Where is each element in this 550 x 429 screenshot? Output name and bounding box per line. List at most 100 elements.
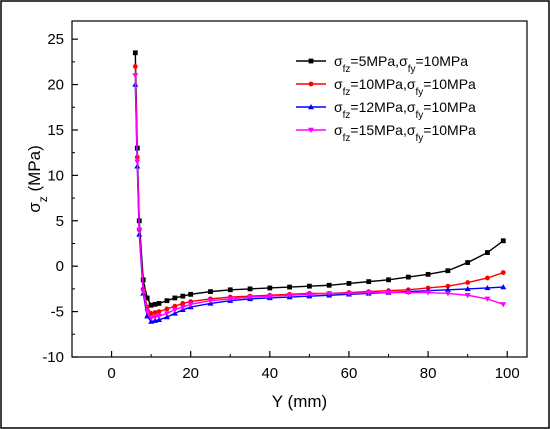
data-point bbox=[465, 260, 471, 265]
legend-item: σfz=15MPa,σfy=10MPa bbox=[296, 122, 476, 144]
data-point bbox=[132, 64, 138, 69]
data-point bbox=[445, 283, 451, 289]
data-point bbox=[152, 301, 158, 307]
data-point bbox=[464, 293, 471, 299]
axes: 0 20 40 60 80 100 -10 -5 0 5 10 15 20 25 bbox=[42, 31, 519, 382]
data-point bbox=[144, 309, 151, 315]
data-point bbox=[465, 280, 471, 285]
y-tick-label: -5 bbox=[51, 304, 64, 321]
data-point bbox=[163, 314, 170, 320]
data-point bbox=[365, 290, 372, 296]
data-point bbox=[500, 284, 507, 290]
data-point bbox=[180, 301, 186, 306]
data-point bbox=[286, 293, 293, 299]
data-point bbox=[144, 313, 151, 319]
data-point bbox=[326, 291, 333, 297]
y-axis-label: σz (MPa) bbox=[25, 145, 50, 213]
x-tick-label: 40 bbox=[261, 365, 278, 382]
y-tick-label: 5 bbox=[56, 213, 64, 230]
data-point bbox=[164, 298, 170, 304]
data-point bbox=[366, 279, 372, 285]
data-point bbox=[444, 291, 451, 297]
data-point bbox=[134, 159, 141, 165]
series-1 bbox=[132, 50, 506, 308]
data-point bbox=[346, 281, 352, 286]
data-point bbox=[156, 316, 163, 322]
data-point bbox=[148, 311, 154, 316]
data-point bbox=[208, 289, 213, 295]
data-point bbox=[164, 306, 170, 312]
data-point bbox=[140, 289, 147, 295]
x-tick-label: 60 bbox=[341, 365, 358, 382]
series-layer bbox=[132, 50, 507, 324]
data-point bbox=[287, 284, 293, 290]
data-point bbox=[148, 302, 154, 308]
data-point bbox=[156, 313, 163, 320]
data-point bbox=[425, 290, 432, 296]
data-point bbox=[180, 293, 186, 299]
data-point bbox=[132, 50, 138, 56]
legend-marker bbox=[308, 127, 314, 133]
series-line bbox=[134, 75, 504, 319]
data-point bbox=[405, 290, 412, 296]
x-tick-label: 20 bbox=[182, 365, 199, 382]
data-point bbox=[484, 284, 491, 291]
data-point bbox=[172, 303, 178, 309]
y-tick-label: 10 bbox=[47, 167, 64, 184]
series-line bbox=[134, 84, 504, 323]
data-point bbox=[500, 238, 506, 244]
data-point bbox=[132, 73, 139, 79]
data-point bbox=[306, 283, 312, 289]
legend-marker bbox=[308, 81, 314, 87]
data-point bbox=[444, 286, 451, 292]
data-point bbox=[445, 268, 451, 274]
data-point bbox=[500, 302, 507, 308]
legend: σfz=5MPa,σfy=10MPaσfz=10MPa,σfy=10MPaσfz… bbox=[296, 53, 476, 144]
data-point bbox=[207, 298, 214, 304]
legend-label: σfz=12MPa,σfy=10MPa bbox=[334, 99, 476, 121]
data-point bbox=[485, 275, 490, 281]
data-point bbox=[306, 292, 313, 298]
data-point bbox=[188, 291, 194, 297]
series-4 bbox=[132, 73, 507, 321]
data-point bbox=[500, 270, 506, 275]
data-point bbox=[405, 274, 411, 280]
data-point bbox=[326, 282, 332, 288]
data-point bbox=[179, 304, 186, 311]
x-axis-label: Y (mm) bbox=[272, 392, 327, 411]
plot-area bbox=[71, 20, 528, 358]
data-point bbox=[144, 295, 150, 301]
legend-label: σfz=10MPa,σfy=10MPa bbox=[334, 76, 476, 98]
legend-item: σfz=10MPa,σfy=10MPa bbox=[296, 76, 476, 98]
legend-label: σfz=15MPa,σfy=10MPa bbox=[334, 122, 476, 144]
y-tick-label: 0 bbox=[56, 258, 64, 275]
data-point bbox=[247, 294, 254, 301]
data-point bbox=[152, 310, 158, 315]
data-point bbox=[385, 290, 392, 296]
data-point bbox=[163, 311, 170, 317]
data-point bbox=[227, 287, 233, 293]
data-point bbox=[136, 227, 143, 233]
legend-marker bbox=[308, 58, 314, 64]
data-point bbox=[172, 295, 178, 301]
legend-item: σfz=5MPa,σfy=10MPa bbox=[296, 53, 468, 75]
data-point bbox=[171, 307, 178, 313]
data-point bbox=[148, 315, 155, 321]
data-point bbox=[267, 285, 273, 291]
legend-marker bbox=[308, 104, 314, 110]
data-point bbox=[156, 301, 162, 306]
data-point bbox=[464, 285, 471, 292]
data-point bbox=[386, 277, 391, 283]
y-tick-label: 25 bbox=[47, 31, 64, 48]
series-line bbox=[134, 52, 504, 307]
data-point bbox=[187, 302, 194, 308]
legend-item: σfz=12MPa,σfy=10MPa bbox=[296, 99, 476, 121]
data-point bbox=[171, 310, 178, 316]
data-point bbox=[227, 296, 234, 302]
data-point bbox=[425, 271, 431, 277]
data-point bbox=[485, 250, 490, 255]
data-point bbox=[247, 286, 253, 292]
data-point bbox=[484, 296, 491, 302]
y-tick-label: 15 bbox=[47, 122, 64, 139]
